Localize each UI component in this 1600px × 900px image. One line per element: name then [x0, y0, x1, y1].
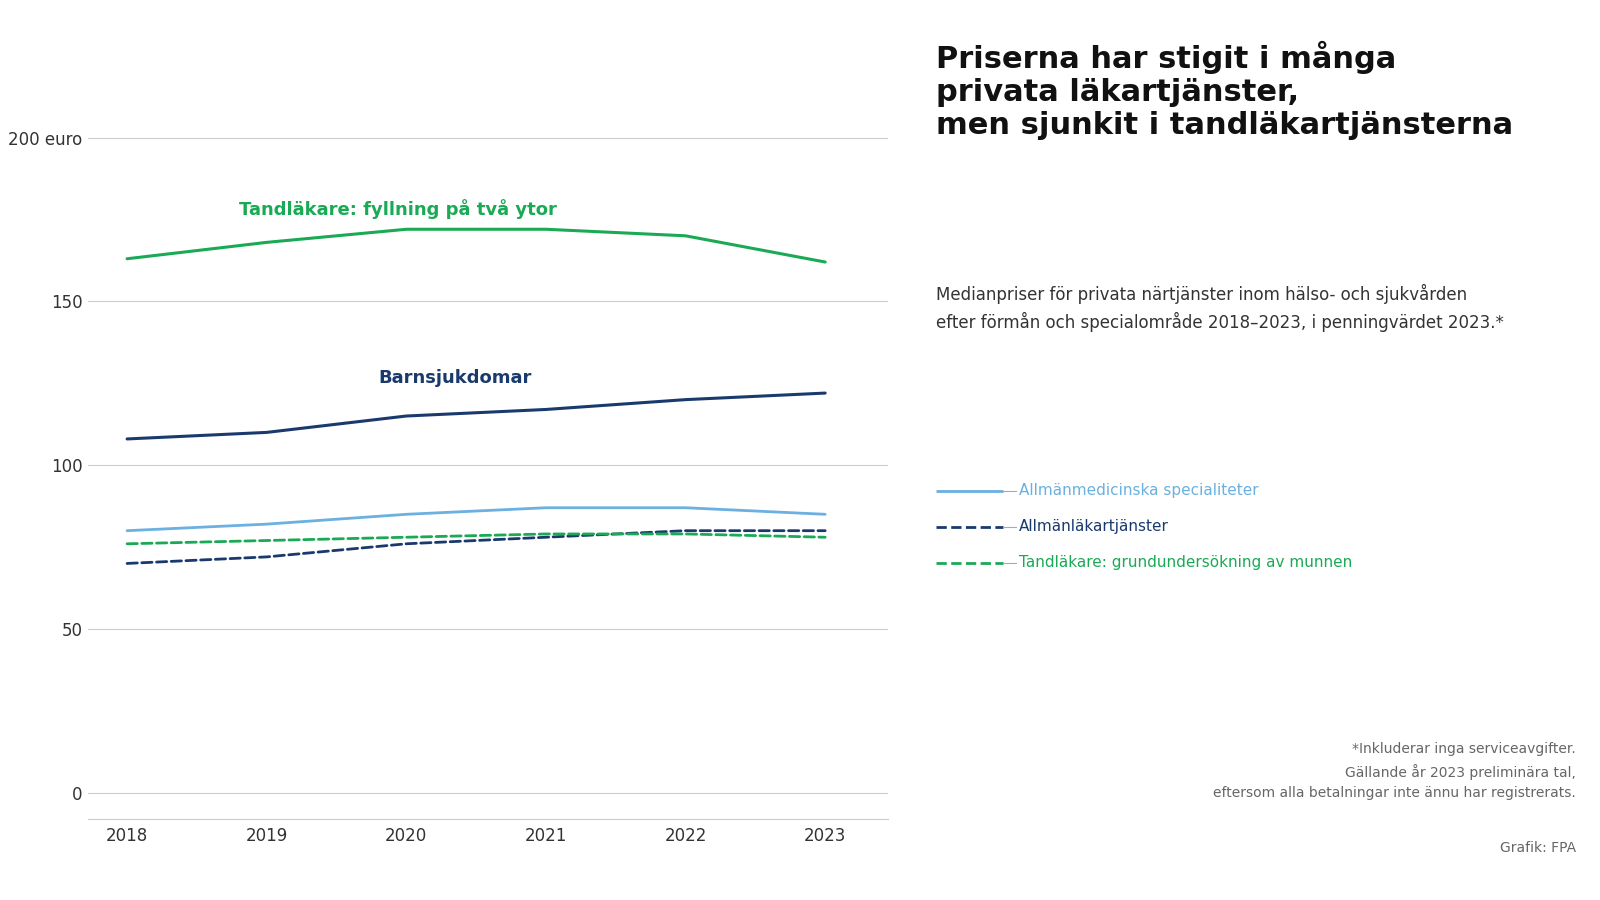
Text: Tandläkare: fyllning på två ytor: Tandläkare: fyllning på två ytor [238, 200, 557, 220]
Text: Priserna har stigit i många
privata läkartjänster,
men sjunkit i tandläkartjänst: Priserna har stigit i många privata läka… [936, 40, 1514, 140]
Text: Tandläkare: grundundersökning av munnen: Tandläkare: grundundersökning av munnen [1019, 555, 1352, 570]
Text: Grafik: FPA: Grafik: FPA [1499, 842, 1576, 856]
Text: Allmänmedicinska specialiteter: Allmänmedicinska specialiteter [1019, 483, 1259, 498]
Text: *Inkluderar inga serviceavgifter.
Gällande år 2023 preliminära tal,
eftersom all: *Inkluderar inga serviceavgifter. Gällan… [1213, 742, 1576, 799]
Text: Allmänläkartjänster: Allmänläkartjänster [1019, 519, 1170, 534]
Text: Medianpriser för privata närtjänster inom hälso- och sjukvården
efter förmån och: Medianpriser för privata närtjänster ino… [936, 284, 1504, 332]
Text: Barnsjukdomar: Barnsjukdomar [379, 368, 531, 386]
